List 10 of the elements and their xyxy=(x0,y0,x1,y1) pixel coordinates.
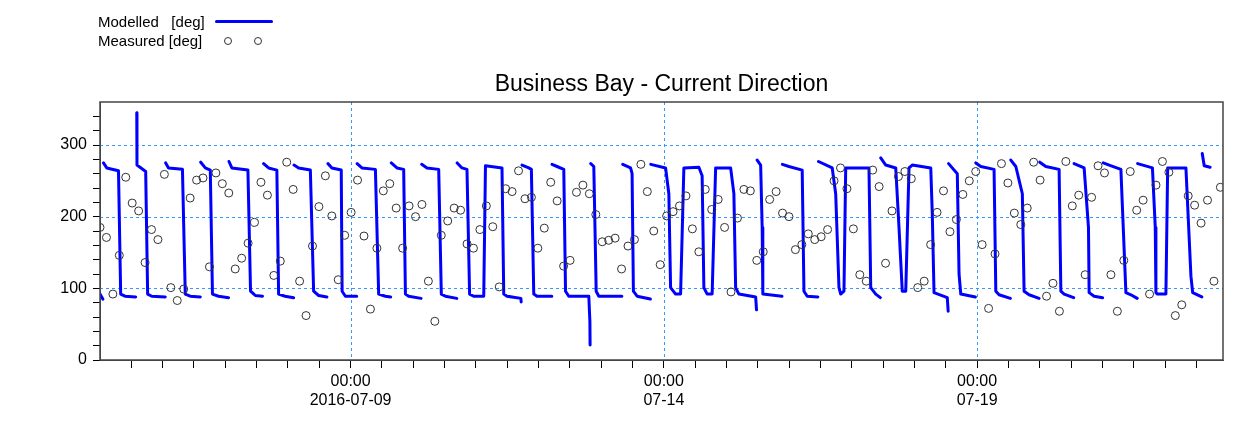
y-tick-label: 200 xyxy=(60,207,88,225)
x-tick-label: 00:00 2016-07-09 xyxy=(309,372,392,409)
legend-label: Modelled [deg] xyxy=(98,12,205,31)
legend-label: Measured [deg] xyxy=(98,31,203,50)
y-tick-label: 0 xyxy=(78,350,88,368)
x-tick-label: 00:00 07-19 xyxy=(956,372,998,409)
chart-title: Business Bay - Current Direction xyxy=(493,70,830,97)
y-tick-label: 300 xyxy=(60,135,88,153)
x-tick-label: 00:00 07-14 xyxy=(643,372,685,409)
y-tick-label: 100 xyxy=(60,278,88,296)
